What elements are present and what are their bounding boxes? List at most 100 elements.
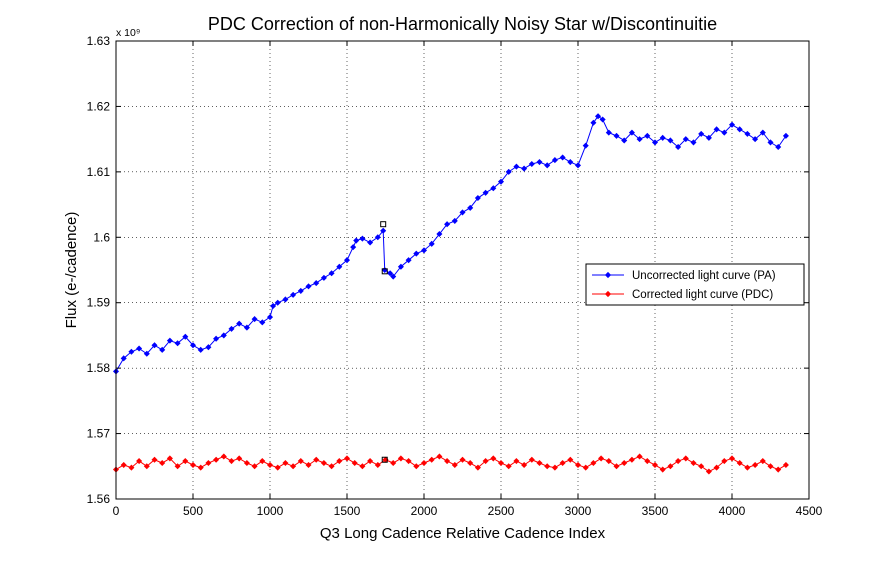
series-1 [112,453,789,475]
data-point [621,137,628,144]
data-point [143,350,150,357]
data-point [474,464,481,471]
data-point [682,136,689,143]
data-point [775,466,782,473]
data-point [636,453,643,460]
data-point [728,121,736,128]
legend: Uncorrected light curve (PA) Corrected li… [585,263,805,306]
data-point [444,458,451,465]
y-tick-label: 1.63 [87,34,111,48]
data-point [413,463,420,470]
data-point [651,139,659,146]
data-point [336,263,343,270]
data-point [270,302,277,310]
data-point [590,459,597,467]
y-tick-label: 1.62 [87,99,111,113]
data-point [136,345,143,352]
data-point [128,348,135,355]
data-point [343,455,351,462]
data-point [205,459,212,467]
data-point [497,459,505,467]
data-point [752,461,759,469]
data-point [387,270,394,277]
data-point [551,157,558,164]
data-point [274,299,281,306]
data-point [397,263,404,270]
data-point [420,459,428,467]
x-tick-label: 0 [113,504,120,518]
data-point [205,344,212,351]
data-point [567,456,574,463]
data-point [551,464,558,471]
data-point [721,129,728,136]
data-point [313,456,320,463]
square-marker [381,268,388,275]
x-tick-label: 3000 [565,504,592,518]
x-tick-label: 1500 [334,504,361,518]
legend-box [585,263,805,306]
data-point [328,463,335,470]
data-point [166,337,173,344]
data-point [143,463,150,470]
data-point [390,273,397,280]
data-point [350,244,357,251]
data-point [243,459,250,467]
data-point [567,159,574,166]
data-point [644,458,651,465]
data-point [675,143,682,151]
y-tick-label: 1.57 [87,427,111,441]
data-point [282,459,289,467]
data-point [667,137,674,144]
data-point [482,458,489,465]
data-point [574,461,582,469]
data-point [721,458,728,465]
data-point [243,324,250,331]
y-tick-label: 1.59 [87,296,111,310]
data-point [374,461,381,469]
data-point [690,459,697,467]
data-point [713,126,720,133]
data-point [213,335,220,342]
data-point [659,134,666,141]
data-point [613,132,620,139]
data-point [274,464,281,471]
data-point [682,455,689,462]
annotation-layer [380,221,388,463]
data-point [536,159,543,166]
legend-marker [604,290,612,298]
data-point [490,455,497,462]
data-point [451,217,458,224]
data-point [613,463,620,470]
data-point [220,332,227,339]
data-point [182,458,189,465]
data-point [667,463,674,470]
data-point [367,458,374,465]
data-point [374,234,381,241]
data-point [513,458,520,465]
data-point [628,456,635,463]
data-point [505,168,512,175]
data-point [759,458,766,465]
data-point [605,129,612,136]
data-point [782,461,789,469]
data-point [436,230,443,238]
x-tick-label: 2000 [411,504,438,518]
data-point [505,463,512,470]
data-point [380,227,387,234]
data-point [675,458,682,465]
data-point [728,455,736,462]
ticks: 0 500 1000 1500 2000 2500 3000 3500 4000 4500 1.56… [87,34,823,518]
data-point [189,342,197,349]
data-point [182,333,189,340]
data-point [228,458,235,465]
data-point [605,458,612,465]
data-point [359,235,366,242]
data-point [767,139,774,146]
legend-label: Corrected light curve (PDC) [632,289,773,301]
data-point [213,456,220,463]
data-point [536,459,543,467]
data-point [397,455,404,462]
data-point [474,195,481,202]
data-point [582,142,589,149]
